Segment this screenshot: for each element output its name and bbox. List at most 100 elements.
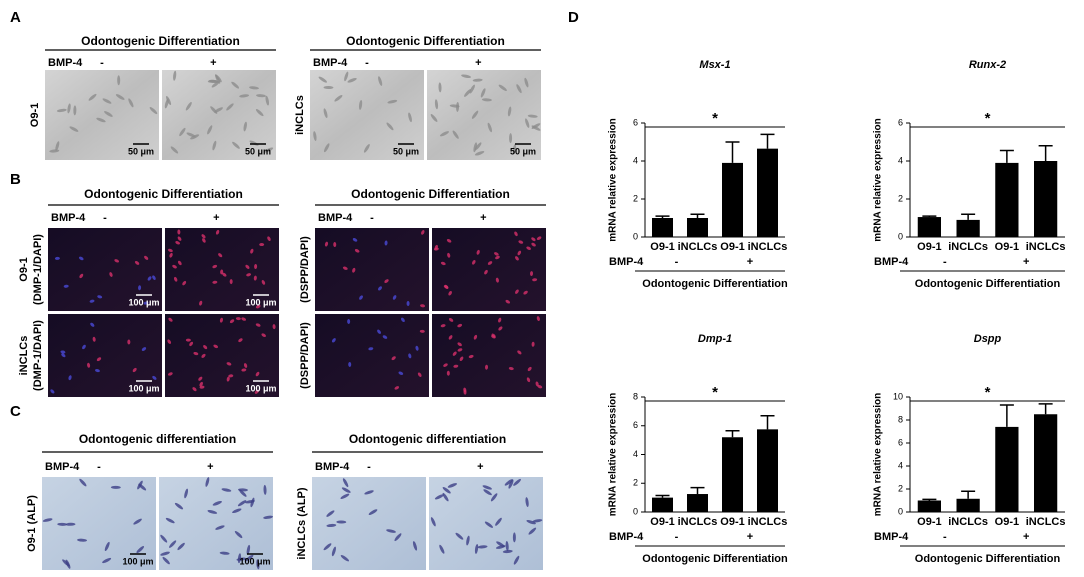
- cell: [459, 356, 464, 362]
- y-axis-label: mRNA relative expression: [873, 118, 884, 242]
- x-tick-label: O9-1: [995, 516, 1019, 528]
- cell: [117, 75, 121, 86]
- cell: [340, 493, 350, 500]
- cell: [498, 326, 503, 331]
- cell: [134, 260, 140, 265]
- error-bar: [690, 213, 705, 218]
- cell: [490, 493, 498, 502]
- cell: [340, 555, 350, 562]
- cell: [239, 489, 247, 497]
- cell: [87, 362, 91, 368]
- cell: [344, 71, 349, 82]
- cell: [199, 385, 205, 389]
- cell: [448, 318, 454, 322]
- error-bar: [655, 494, 670, 498]
- treatment-level: -: [943, 256, 947, 268]
- cell: [484, 269, 488, 275]
- cell: [518, 240, 524, 244]
- group-title: Odontogenic differentiation: [79, 432, 236, 446]
- row-label: O9-1: [18, 257, 30, 281]
- treatment-level: +: [477, 461, 483, 473]
- cell: [254, 389, 259, 394]
- x-tick-label: iNCLCs: [678, 241, 718, 253]
- y-tick-label: 6: [633, 117, 638, 127]
- cell: [254, 264, 258, 270]
- bar: [917, 217, 941, 237]
- cell: [210, 106, 218, 114]
- group-label: Odontogenic Differentiation: [642, 278, 788, 290]
- x-tick-label: iNCLCs: [1026, 241, 1066, 253]
- bar: [652, 497, 673, 512]
- cell: [464, 89, 472, 97]
- x-tick-label: O9-1: [917, 241, 941, 253]
- treatment-label: BMP-4: [318, 212, 353, 224]
- group-title: Odontogenic Differentiation: [84, 187, 243, 201]
- x-tick-label: iNCLCs: [1026, 516, 1066, 528]
- cell: [378, 286, 382, 291]
- error-bar: [655, 215, 670, 218]
- cell: [535, 381, 539, 387]
- error-bar: [760, 133, 775, 149]
- cell: [438, 82, 442, 93]
- cell: [434, 99, 439, 110]
- cell: [480, 88, 486, 98]
- cell: [249, 86, 260, 90]
- cell: [201, 353, 206, 358]
- cell: [226, 376, 230, 382]
- micrograph: [45, 70, 159, 160]
- cell: [218, 253, 223, 258]
- cell: [215, 74, 221, 84]
- significance-mark: *: [712, 384, 718, 401]
- cell: [167, 372, 173, 376]
- cell: [487, 122, 493, 133]
- cell: [207, 125, 213, 135]
- cell: [243, 121, 247, 132]
- cell: [97, 295, 103, 299]
- cell: [504, 479, 513, 486]
- cell: [256, 94, 266, 98]
- cell: [114, 259, 120, 263]
- cell: [352, 238, 358, 242]
- cell: [442, 492, 449, 502]
- cell: [77, 538, 88, 542]
- error-bar: [1038, 145, 1053, 161]
- cell: [239, 94, 250, 98]
- micrograph: [432, 314, 546, 397]
- y-tick-label: 4: [898, 155, 903, 165]
- cell: [68, 375, 72, 381]
- cell: [331, 338, 336, 343]
- cell: [477, 545, 488, 549]
- cell: [523, 290, 528, 295]
- x-tick-label: iNCLCs: [678, 516, 718, 528]
- treatment-level: -: [943, 531, 947, 543]
- cell: [207, 79, 218, 83]
- cell: [221, 488, 232, 492]
- cell: [342, 478, 349, 488]
- x-tick-label: O9-1: [650, 516, 674, 528]
- cell: [394, 386, 400, 390]
- cell: [177, 542, 185, 551]
- cell: [443, 363, 448, 367]
- cell: [473, 142, 478, 153]
- cell: [447, 483, 458, 488]
- treatment-label: BMP-4: [874, 256, 909, 268]
- x-tick-label: O9-1: [720, 241, 744, 253]
- bar: [652, 218, 673, 237]
- cell: [498, 84, 507, 92]
- cell: [160, 534, 168, 543]
- error-bar: [999, 149, 1014, 163]
- cell: [95, 368, 100, 373]
- cell: [255, 304, 261, 309]
- cell: [173, 276, 178, 282]
- cell: [172, 264, 177, 269]
- cell: [199, 300, 203, 306]
- cell: [526, 520, 536, 525]
- row-label: O9-1: [29, 103, 41, 127]
- cell: [495, 277, 499, 283]
- cell: [138, 285, 142, 291]
- x-tick-label: iNCLCs: [948, 241, 988, 253]
- cell: [169, 540, 177, 548]
- bar: [722, 437, 743, 512]
- x-tick-label: O9-1: [720, 516, 744, 528]
- cell: [89, 299, 95, 303]
